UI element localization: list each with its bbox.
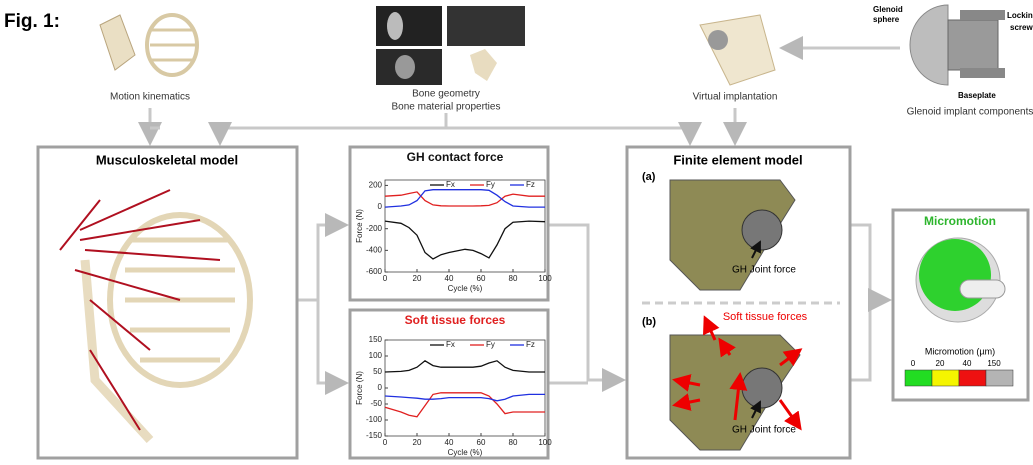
ct-images: [376, 6, 525, 85]
scale-tick-label: 0: [911, 359, 916, 368]
y-tick-label: -150: [366, 431, 383, 440]
scale-tick-label: 20: [936, 359, 945, 368]
y-tick-label: -600: [366, 267, 383, 276]
implant-label: Baseplate: [958, 91, 996, 100]
implant-image: [910, 5, 1005, 85]
x-tick-label: 0: [383, 438, 388, 447]
scale-tick-label: 40: [963, 359, 972, 368]
x-tick-label: 80: [509, 438, 518, 447]
y-tick-label: -200: [366, 224, 383, 233]
y-axis-label: Force (N): [355, 209, 364, 243]
kinematics-image: [100, 15, 197, 75]
x-tick-label: 60: [477, 438, 486, 447]
caption: Bone material properties: [392, 102, 501, 113]
y-tick-label: 0: [378, 383, 383, 392]
y-axis-label: Force (N): [355, 371, 364, 405]
y-tick-label: -100: [366, 415, 383, 424]
panel-label: (a): [642, 171, 656, 183]
x-axis-label: Cycle (%): [448, 448, 483, 457]
annotation: GH Joint force: [732, 265, 796, 276]
legend-label: Fz: [526, 180, 535, 189]
y-tick-label: -50: [370, 399, 382, 408]
legend-label: Fx: [446, 180, 455, 189]
glenoid: [742, 210, 782, 250]
caption: Motion kinematics: [110, 92, 190, 103]
glenoid: [742, 368, 782, 408]
figure-label: Fig. 1:: [4, 11, 60, 32]
scale-title: Micromotion (µm): [925, 346, 995, 356]
annotation: Soft tissue forces: [723, 311, 808, 323]
scale-swatch: [905, 370, 932, 386]
x-tick-label: 40: [445, 438, 454, 447]
caption: Virtual implantation: [693, 92, 778, 103]
x-tick-label: 40: [445, 274, 454, 283]
x-tick-label: 60: [477, 274, 486, 283]
figure: Fig. 1: Motion kinematics Bone geometry …: [0, 0, 1033, 460]
x-tick-label: 100: [538, 438, 552, 447]
scale-swatch: [959, 370, 986, 386]
x-tick-label: 20: [413, 438, 422, 447]
legend-label: Fy: [486, 340, 495, 349]
y-tick-label: 0: [378, 202, 383, 211]
y-tick-label: 50: [373, 367, 382, 376]
y-tick-label: -400: [366, 245, 383, 254]
x-tick-label: 100: [538, 274, 552, 283]
legend-label: Fx: [446, 340, 455, 349]
chart-title: Soft tissue forces: [405, 313, 506, 327]
panel-title: Micromotion: [924, 214, 996, 228]
panel-title: Finite element model: [673, 152, 802, 167]
annotation: GH Joint force: [732, 425, 796, 436]
panel-title: Musculoskeletal model: [96, 152, 238, 167]
x-tick-label: 20: [413, 274, 422, 283]
legend-label: Fy: [486, 180, 495, 189]
caption: Bone geometry: [412, 89, 480, 100]
legend-label: Fz: [526, 340, 535, 349]
x-tick-label: 0: [383, 274, 388, 283]
chart-title: GH contact force: [407, 150, 504, 164]
implant-label: sphere: [873, 15, 900, 24]
caption: Glenoid implant components: [907, 107, 1033, 118]
y-tick-label: 100: [369, 351, 383, 360]
scale-swatch: [932, 370, 959, 386]
x-tick-label: 80: [509, 274, 518, 283]
scale-swatch: [986, 370, 1013, 386]
y-tick-label: 200: [369, 181, 383, 190]
scale-tick-label: 150: [987, 359, 1001, 368]
implant-label: Glenoid: [873, 5, 903, 14]
x-axis-label: Cycle (%): [448, 284, 483, 293]
implant-label: screw: [1010, 23, 1033, 32]
implantation-image: [700, 15, 775, 85]
implant-label: Locking: [1007, 11, 1033, 20]
y-tick-label: 150: [369, 335, 383, 344]
panel-label: (b): [642, 316, 656, 328]
